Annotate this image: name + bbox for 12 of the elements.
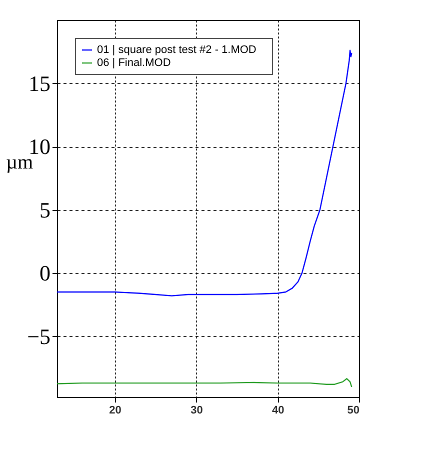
- x-tick-label: 20: [109, 404, 122, 416]
- y-tick-label: −5: [27, 324, 50, 349]
- y-tick-label: 10: [28, 134, 50, 160]
- legend-label: 06 | Final.MOD: [97, 57, 171, 69]
- x-tick-label: 40: [272, 404, 284, 416]
- y-tick-label: 5: [40, 197, 50, 222]
- y-tick-label: 0: [40, 260, 50, 286]
- line-series: [57, 378, 352, 388]
- y-tick-label: 15: [28, 70, 50, 96]
- x-tick-label: 30: [190, 404, 203, 416]
- legend-label: 01 | square post test #2 - 1.MOD: [97, 44, 256, 56]
- x-tick-label: 50: [347, 404, 360, 416]
